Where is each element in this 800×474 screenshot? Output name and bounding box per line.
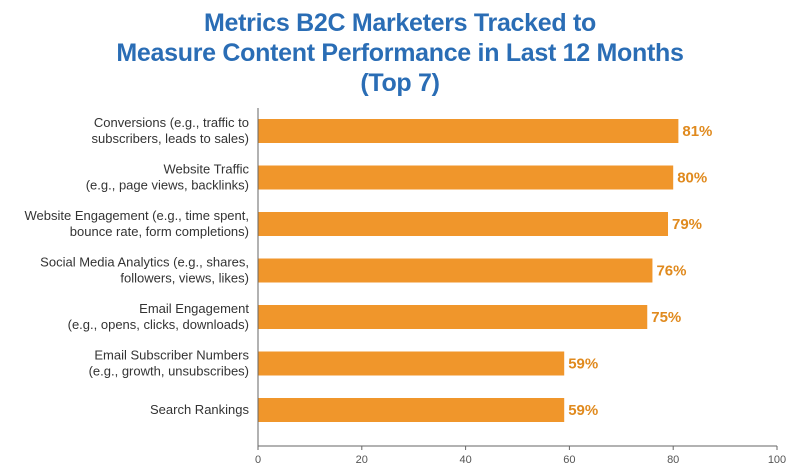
category-label-4-line-2: followers, views, likes) <box>120 271 249 286</box>
chart-title-line-1: Metrics B2C Marketers Tracked to <box>204 9 596 37</box>
value-label-2: 80% <box>677 170 707 187</box>
bar-7 <box>258 398 565 422</box>
x-tick-label-100: 100 <box>768 454 786 466</box>
category-labels-layer: Conversions (e.g., traffic to subscribers… <box>25 115 250 417</box>
category-label-3: Website Engagement (e.g., time spent, bou… <box>25 208 250 239</box>
x-axis: 0 20 40 60 80 100 <box>255 108 786 466</box>
category-label-7-line-1: Search Rankings <box>150 402 249 417</box>
x-tick-label-60: 60 <box>563 454 575 466</box>
category-label-5-line-1: Email Engagement <box>139 301 249 316</box>
bar-1 <box>258 119 679 143</box>
category-label-6-line-2: (e.g., growth, unsubscribes) <box>89 364 249 379</box>
category-label-6: Email Subscriber Numbers (e.g., growth, u… <box>89 348 250 379</box>
chart-title: Metrics B2C Marketers Tracked to Measure… <box>0 8 800 98</box>
category-label-2-line-2: (e.g., page views, backlinks) <box>86 178 249 193</box>
category-label-7: Search Rankings <box>150 402 249 417</box>
bar-5 <box>258 305 648 329</box>
category-label-1: Conversions (e.g., traffic to subscribers… <box>91 115 249 146</box>
bars-layer: 81% 80% 79% 76% 75% 59% 59% <box>258 119 712 422</box>
value-label-1: 81% <box>682 123 712 140</box>
bar-4 <box>258 258 653 283</box>
bar-6 <box>258 351 565 376</box>
x-tick-label-40: 40 <box>459 454 471 466</box>
x-tick-label-80: 80 <box>667 454 679 466</box>
value-label-3: 79% <box>672 216 702 233</box>
category-label-4: Social Media Analytics (e.g., shares, fol… <box>40 255 249 286</box>
value-label-6: 59% <box>568 356 598 373</box>
category-label-2-line-1: Website Traffic <box>164 162 250 177</box>
category-label-5: Email Engagement (e.g., opens, clicks, do… <box>68 301 250 332</box>
category-label-6-line-1: Email Subscriber Numbers <box>94 348 249 363</box>
bar-3 <box>258 212 669 236</box>
chart-title-line-2: Measure Content Performance in Last 12 M… <box>116 39 684 67</box>
chart-title-line-3: (Top 7) <box>360 69 440 97</box>
category-label-3-line-2: bounce rate, form completions) <box>70 224 249 239</box>
value-label-4: 76% <box>656 263 686 280</box>
value-label-5: 75% <box>651 309 681 326</box>
bar-2 <box>258 165 674 190</box>
category-label-4-line-1: Social Media Analytics (e.g., shares, <box>40 255 249 270</box>
category-label-5-line-2: (e.g., opens, clicks, downloads) <box>68 317 249 332</box>
x-tick-label-20: 20 <box>356 454 368 466</box>
category-label-2: Website Traffic (e.g., page views, backli… <box>86 162 250 193</box>
category-label-1-line-2: subscribers, leads to sales) <box>91 131 249 146</box>
category-label-3-line-1: Website Engagement (e.g., time spent, <box>25 208 250 223</box>
category-label-1-line-1: Conversions (e.g., traffic to <box>94 115 249 130</box>
x-tick-label-0: 0 <box>255 454 261 466</box>
value-label-7: 59% <box>568 402 598 419</box>
